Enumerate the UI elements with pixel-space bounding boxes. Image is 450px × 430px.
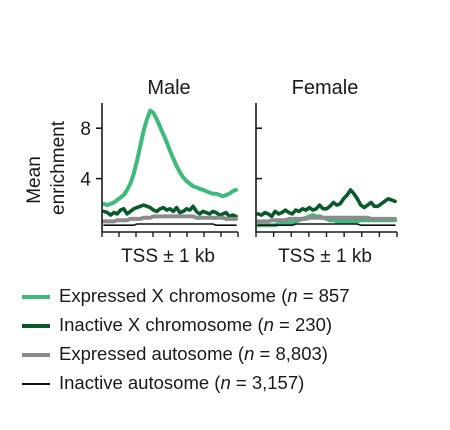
male-series-expressed-x <box>102 108 238 208</box>
female-panel: Female TSS ± 1 kb <box>255 77 398 267</box>
male-series-expressed-auto <box>102 214 238 224</box>
legend-swatch-expressed-x <box>22 295 50 299</box>
legend-label-inactive-autosome: Inactive autosome (n = 3,157) <box>59 372 305 393</box>
male-panel: Male TSS ± 1 kb 4 8 <box>80 77 239 267</box>
male-x-axis-label: TSS ± 1 kb <box>121 246 215 267</box>
male-y-tick-label-4: 4 <box>80 170 91 191</box>
legend-label-expressed-autosome: Expressed autosome (n = 8,803) <box>59 343 328 364</box>
legend-label-expressed-x: Expressed X chromosome (n = 857 <box>59 285 350 306</box>
y-axis-label-line1: Mean <box>24 156 45 204</box>
female-panel-title: Female <box>292 77 359 99</box>
male-series-inactive-auto <box>103 223 237 226</box>
enrichment-figure: Mean enrichment Male TSS ± 1 kb 4 8 Femal… <box>24 77 398 267</box>
female-series-expressed-auto <box>256 215 397 224</box>
female-x-axis-label: TSS ± 1 kb <box>278 246 372 267</box>
legend-swatch-expressed-autosome <box>22 353 50 357</box>
female-series-inactive-auto <box>257 223 396 226</box>
legend-swatch-inactive-autosome <box>22 383 50 385</box>
y-axis-label-line2: enrichment <box>48 120 69 215</box>
male-series-inactive-x <box>102 203 238 219</box>
male-panel-title: Male <box>147 77 190 99</box>
female-series-inactive-x <box>256 188 397 219</box>
legend-swatch-inactive-x <box>22 324 50 328</box>
legend-label-inactive-x: Inactive X chromosome (n = 230) <box>59 314 333 335</box>
male-y-tick-label-8: 8 <box>80 119 91 140</box>
